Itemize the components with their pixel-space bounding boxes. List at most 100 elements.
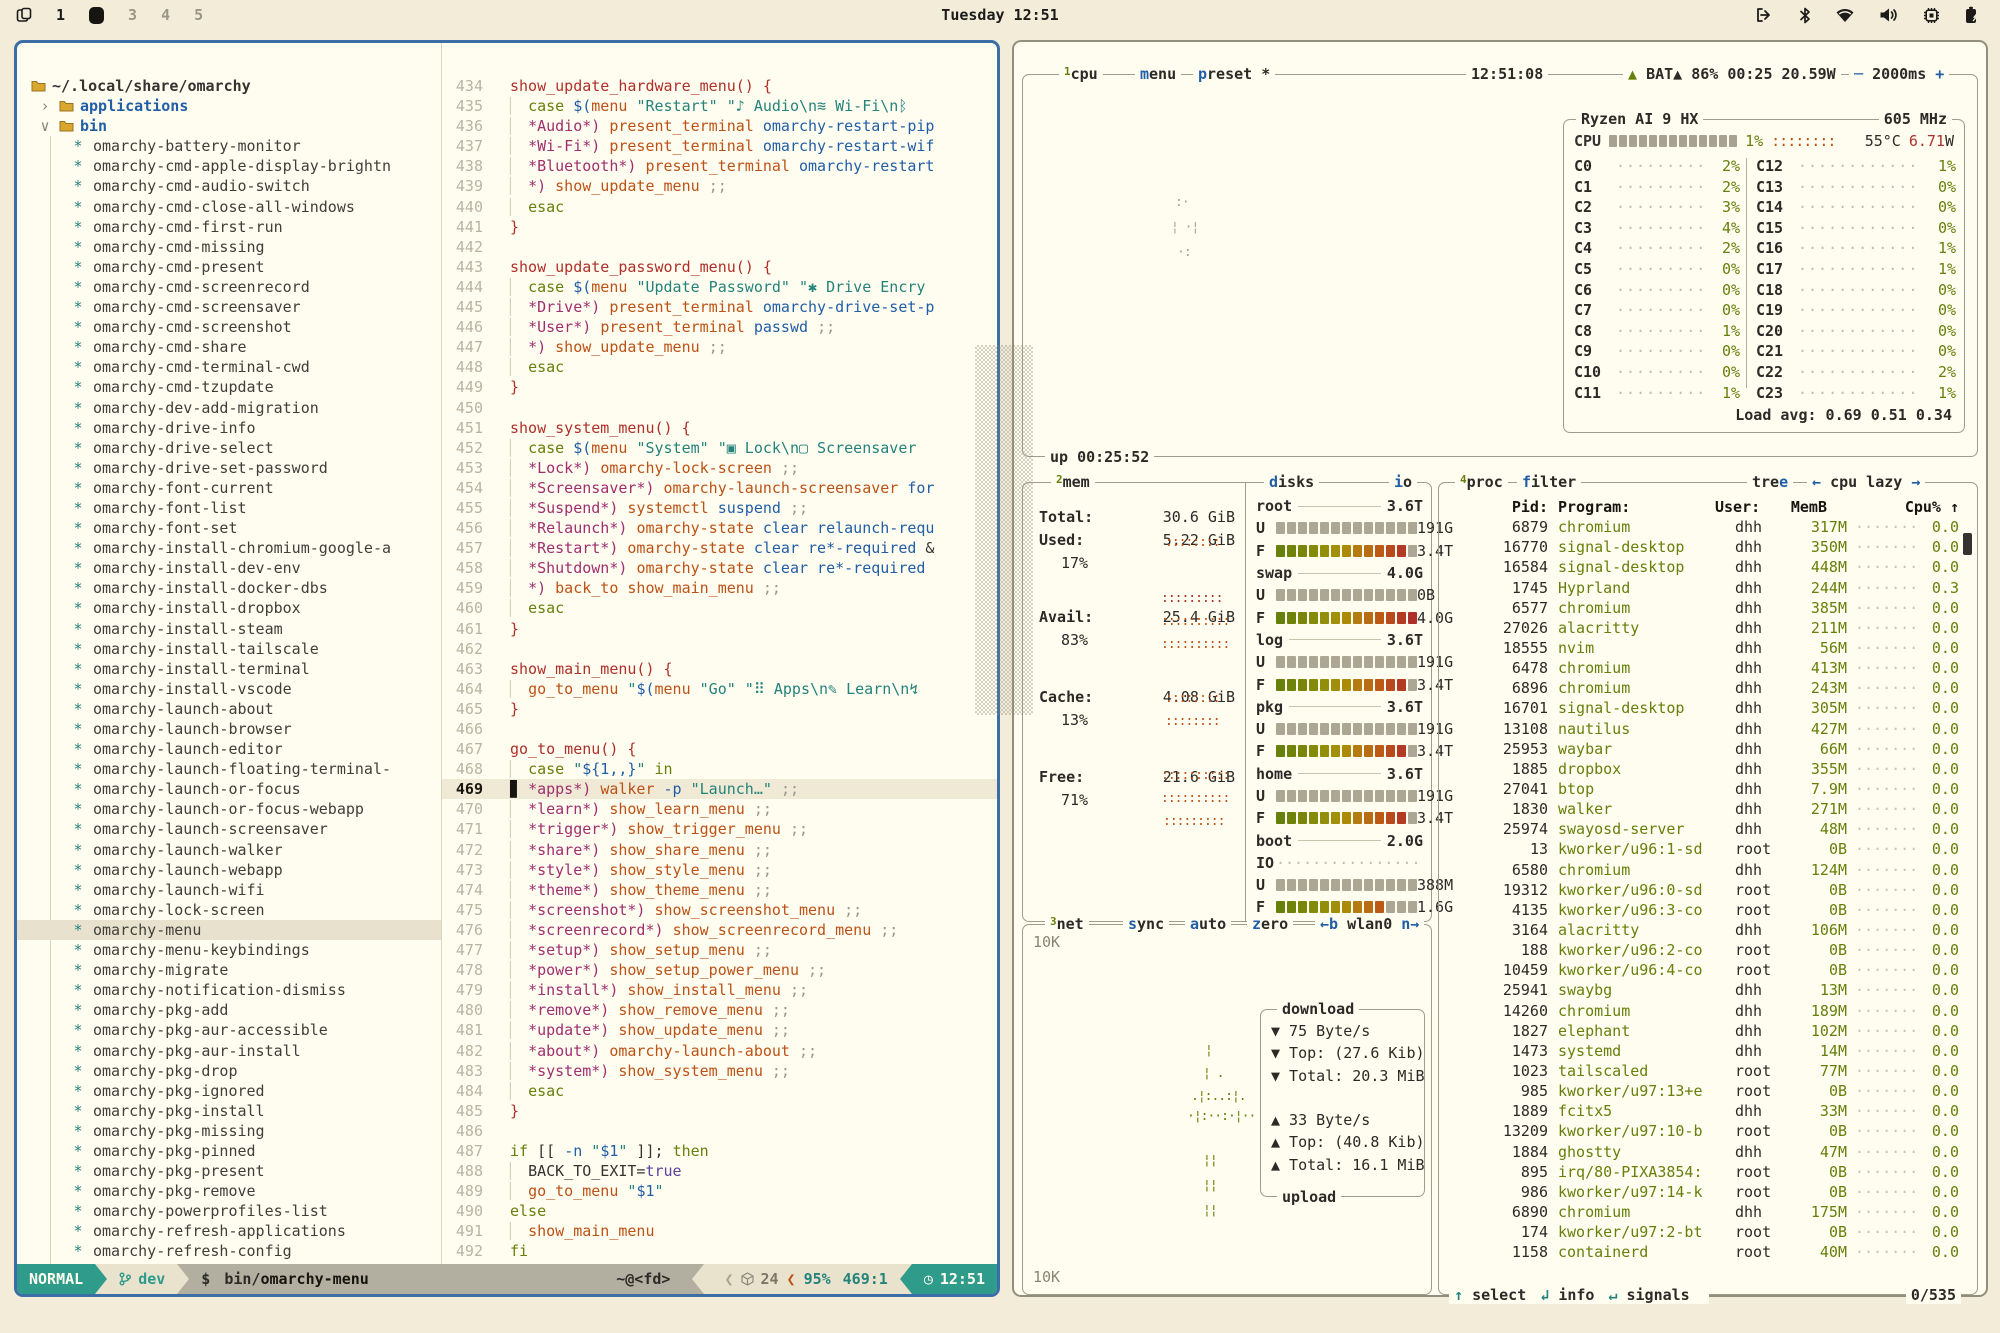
net-interface[interactable]: ←b wlan0 n→	[1315, 915, 1424, 933]
tree-item[interactable]: *omarchy-launch-or-focus	[17, 779, 441, 799]
tree-item[interactable]: *omarchy-refresh-config	[17, 1241, 441, 1261]
code-line[interactable]: 454▏ *Screensaver*) omarchy-launch-scree…	[442, 478, 997, 498]
process-row[interactable]: 13209kworker/u97:10-broot0B·········0.0	[1443, 1121, 1959, 1141]
code-line[interactable]: 478▏ *power*) show_setup_power_menu ;;	[442, 960, 997, 980]
tree-item[interactable]: *omarchy-install-terminal	[17, 659, 441, 679]
code-line[interactable]: 484▏ esac	[442, 1081, 997, 1101]
tree-folder-bin[interactable]: ∨bin	[17, 116, 441, 136]
tree-item[interactable]: *omarchy-font-current	[17, 478, 441, 498]
tree-folder-applications[interactable]: ›applications	[17, 96, 441, 116]
tree-item[interactable]: *omarchy-pkg-aur-accessible	[17, 1020, 441, 1040]
tree-item[interactable]: *omarchy-launch-about	[17, 699, 441, 719]
bluetooth-icon[interactable]	[1799, 7, 1811, 24]
code-line[interactable]: 472▏ *share*) show_share_menu ;;	[442, 840, 997, 860]
tree-item[interactable]: *omarchy-launch-wifi	[17, 880, 441, 900]
tree-item[interactable]: *omarchy-install-chromium-google-a	[17, 538, 441, 558]
code-line[interactable]: 491▏ show_main_menu	[442, 1221, 997, 1241]
process-row[interactable]: 4135kworker/u96:3-coroot0B·········0.0	[1443, 900, 1959, 920]
code-line[interactable]: 474▏ *theme*) show_theme_menu ;;	[442, 880, 997, 900]
process-row[interactable]: 1827elephantdhh102M·········0.0	[1443, 1021, 1959, 1041]
process-row[interactable]: 6896chromiumdhh243M·········0.0	[1443, 678, 1959, 698]
code-line[interactable]: 487if [[ -n "$1" ]]; then	[442, 1141, 997, 1161]
code-line[interactable]: 440▏ esac	[442, 197, 997, 217]
code-line[interactable]: 486	[442, 1121, 997, 1141]
process-row[interactable]: 1884ghosttydhh47M·········0.0	[1443, 1142, 1959, 1162]
tree-item[interactable]: *omarchy-pkg-add	[17, 1000, 441, 1020]
net-zero-button[interactable]: zero	[1247, 915, 1293, 933]
tree-item[interactable]: *omarchy-cmd-apple-display-brightn	[17, 156, 441, 176]
code-line[interactable]: 451show_system_menu() {	[442, 418, 997, 438]
code-line[interactable]: 467go_to_menu() {	[442, 739, 997, 759]
code-line[interactable]: 437▏ *Wi-Fi*) present_terminal omarchy-r…	[442, 136, 997, 156]
code-line[interactable]: 460▏ esac	[442, 598, 997, 618]
tree-item[interactable]: *omarchy-drive-info	[17, 418, 441, 438]
process-row[interactable]: 1473systemddhh14M·········0.0	[1443, 1041, 1959, 1061]
tree-item[interactable]: *omarchy-notification-dismiss	[17, 980, 441, 1000]
tree-item[interactable]: *omarchy-launch-editor	[17, 739, 441, 759]
tree-item[interactable]: *omarchy-pkg-remove	[17, 1181, 441, 1201]
code-line[interactable]: 488▏ BACK_TO_EXIT=true	[442, 1161, 997, 1181]
code-line[interactable]: 461}	[442, 619, 997, 639]
proc-tree-button[interactable]: tree	[1747, 473, 1793, 491]
process-row[interactable]: 16770signal-desktopdhh350M·········0.0	[1443, 537, 1959, 557]
tree-item[interactable]: *omarchy-pkg-ignored	[17, 1081, 441, 1101]
code-line[interactable]: 476▏ *screenrecord*) show_screenrecord_m…	[442, 920, 997, 940]
process-row[interactable]: 6890chromiumdhh175M·········0.0	[1443, 1202, 1959, 1222]
tree-item[interactable]: *omarchy-pkg-missing	[17, 1121, 441, 1141]
process-row[interactable]: 174kworker/u97:2-btroot0B·········0.0	[1443, 1222, 1959, 1242]
process-row[interactable]: 1889fcitx5dhh33M·········0.0	[1443, 1101, 1959, 1121]
process-row[interactable]: 10459kworker/u96:4-coroot0B·········0.0	[1443, 960, 1959, 980]
process-row[interactable]: 13kworker/u96:1-sdroot0B·········0.0	[1443, 839, 1959, 859]
code-line[interactable]: 471▏ *trigger*) show_trigger_menu ;;	[442, 819, 997, 839]
code-line[interactable]: 480▏ *remove*) show_remove_menu ;;	[442, 1000, 997, 1020]
code-line[interactable]: 479▏ *install*) show_install_menu ;;	[442, 980, 997, 1000]
code-line[interactable]: 445▏ *Drive*) present_terminal omarchy-d…	[442, 297, 997, 317]
tree-item[interactable]: *omarchy-pkg-present	[17, 1161, 441, 1181]
code-line[interactable]: 438▏ *Bluetooth*) present_terminal omarc…	[442, 156, 997, 176]
process-row[interactable]: 3164alacrittydhh106M·········0.0	[1443, 920, 1959, 940]
tree-item[interactable]: *omarchy-drive-select	[17, 438, 441, 458]
process-row[interactable]: 188kworker/u96:2-coroot0B·········0.0	[1443, 940, 1959, 960]
process-row[interactable]: 25953waybardhh66M·········0.0	[1443, 739, 1959, 759]
code-line[interactable]: 436▏ *Audio*) present_terminal omarchy-r…	[442, 116, 997, 136]
code-line[interactable]: 443show_update_password_menu() {	[442, 257, 997, 277]
tree-item[interactable]: *omarchy-install-docker-dbs	[17, 578, 441, 598]
tree-item[interactable]: *omarchy-drive-set-password	[17, 458, 441, 478]
code-line[interactable]: 485}	[442, 1101, 997, 1121]
code-line[interactable]: 459▏ *) back_to show_main_menu ;;	[442, 578, 997, 598]
tree-item[interactable]: *omarchy-migrate	[17, 960, 441, 980]
tree-item[interactable]: *omarchy-pkg-pinned	[17, 1141, 441, 1161]
process-row[interactable]: 25974swayosd-serverdhh48M·········0.0	[1443, 819, 1959, 839]
menu-button[interactable]: menu	[1135, 65, 1181, 83]
process-row[interactable]: 1745Hyprlanddhh244M·········0.3	[1443, 578, 1959, 598]
process-row[interactable]: 16701signal-desktopdhh305M·········0.0	[1443, 698, 1959, 718]
proc-scrollbar[interactable]	[1963, 533, 1972, 555]
proc-footer-key[interactable]: ↵ signals	[1608, 1286, 1689, 1304]
tree-item[interactable]: *omarchy-launch-or-focus-webapp	[17, 799, 441, 819]
tree-item[interactable]: *omarchy-install-dropbox	[17, 598, 441, 618]
tree-item[interactable]: *omarchy-launch-webapp	[17, 860, 441, 880]
tree-item[interactable]: *omarchy-cmd-screensaver	[17, 297, 441, 317]
tree-item[interactable]: *omarchy-cmd-missing	[17, 237, 441, 257]
process-row[interactable]: 1885dropboxdhh355M·········0.0	[1443, 759, 1959, 779]
code-line[interactable]: 473▏ *style*) show_style_menu ;;	[442, 860, 997, 880]
tree-item[interactable]: *omarchy-refresh-applications	[17, 1221, 441, 1241]
code-line[interactable]: 492fi	[442, 1241, 997, 1261]
tree-item[interactable]: *omarchy-menu	[17, 920, 441, 940]
preset-button[interactable]: preset *	[1193, 65, 1275, 83]
process-row[interactable]: 1023tailscaledroot77M·········0.0	[1443, 1061, 1959, 1081]
tree-item[interactable]: *omarchy-cmd-first-run	[17, 217, 441, 237]
process-row[interactable]: 13108nautilusdhh427M·········0.0	[1443, 719, 1959, 739]
battery-charging-icon[interactable]	[1964, 6, 1978, 24]
process-row[interactable]: 895irq/80-PIXA3854:root0B·········0.0	[1443, 1162, 1959, 1182]
code-line[interactable]: 463show_main_menu() {	[442, 659, 997, 679]
process-row[interactable]: 6478chromiumdhh413M·········0.0	[1443, 658, 1959, 678]
proc-filter-button[interactable]: filter	[1517, 473, 1581, 491]
code-line[interactable]: 482▏ *about*) omarchy-launch-about ;;	[442, 1041, 997, 1061]
proc-sort-nav[interactable]: ← cpu lazy →	[1807, 473, 1925, 491]
tree-item[interactable]: *omarchy-lock-screen	[17, 900, 441, 920]
volume-icon[interactable]	[1879, 7, 1899, 23]
tree-item[interactable]: *omarchy-pkg-aur-install	[17, 1041, 441, 1061]
code-line[interactable]: 469▊ *apps*) walker -p "Launch…" ;;	[442, 779, 997, 799]
code-pane[interactable]: 434show_update_hardware_menu() {435▏ cas…	[442, 43, 997, 1264]
